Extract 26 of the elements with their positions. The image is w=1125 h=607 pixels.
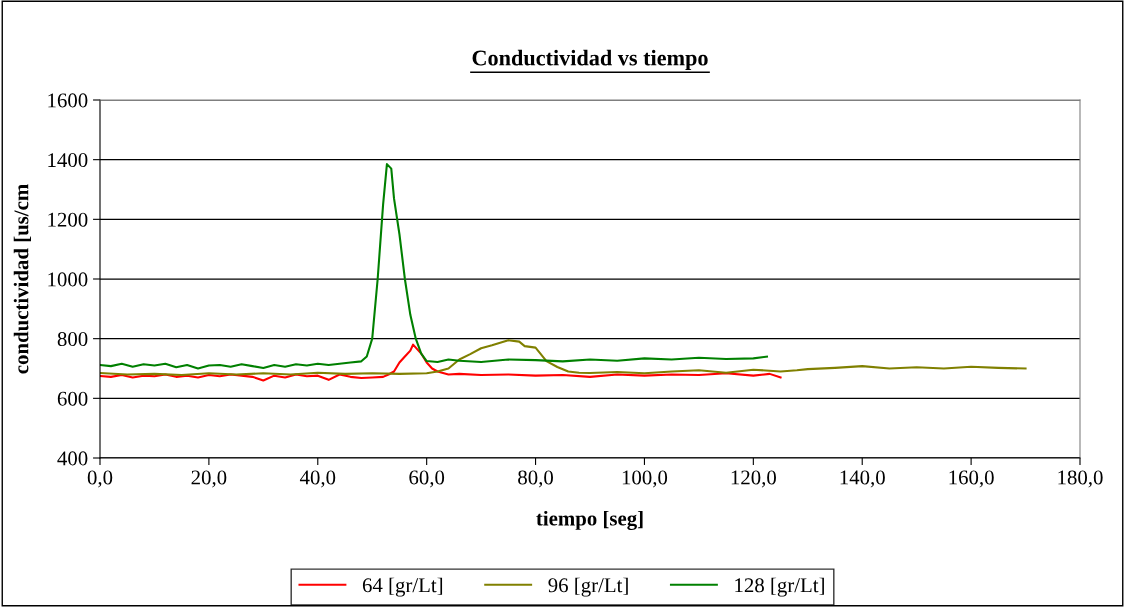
x-axis-title: tiempo [seg] — [536, 510, 643, 530]
x-tick-label: 80,0 — [518, 470, 553, 488]
y-tick-label: 1600 — [48, 93, 88, 108]
x-tick-label: 180,0 — [1058, 470, 1103, 488]
line-series — [100, 339, 1027, 377]
y-axis-title: conductividad [us/cm — [13, 184, 31, 374]
y-tick-label: 400 — [57, 451, 88, 466]
x-tick-label: 20,0 — [191, 470, 227, 488]
line-series — [100, 163, 768, 370]
chart-title: Conductividad vs tiempo — [472, 49, 708, 71]
x-tick-label: 100,0 — [622, 470, 668, 488]
y-tick-label: 600 — [57, 391, 88, 406]
x-tick-label: 60,0 — [409, 470, 445, 488]
x-tick-label: 0,0 — [87, 470, 113, 488]
x-tick-label: 140,0 — [840, 470, 885, 488]
x-tick-label: 40,0 — [299, 470, 336, 488]
y-tick-label: 800 — [57, 332, 88, 347]
y-tick-label: 1400 — [48, 153, 88, 168]
line-series — [100, 343, 782, 382]
y-tick-label: 1200 — [48, 212, 88, 227]
legend-label: 64 [gr/Lt] — [362, 577, 443, 597]
y-tick-label: 1000 — [48, 272, 88, 287]
x-tick-label: 160,0 — [949, 470, 994, 488]
legend-label: 96 [gr/Lt] — [548, 577, 628, 597]
x-tick-label: 120,0 — [731, 470, 776, 488]
legend-label: 128 [gr/Lt] — [735, 577, 824, 597]
